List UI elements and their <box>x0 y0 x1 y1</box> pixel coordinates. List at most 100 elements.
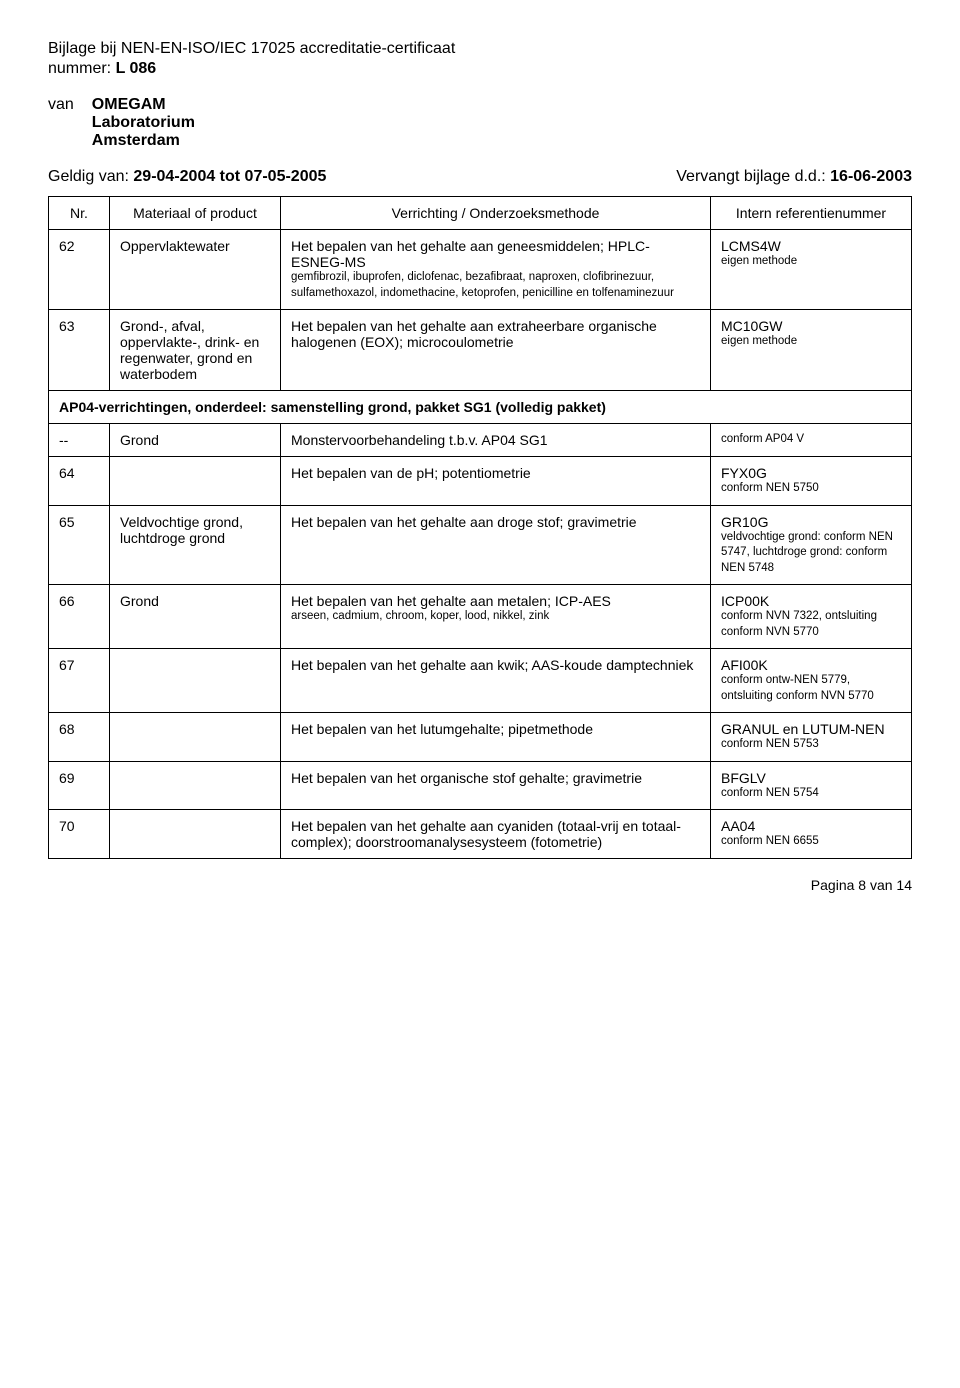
cell-material <box>110 457 281 506</box>
method-main: Het bepalen van het organische stof geha… <box>291 770 700 786</box>
cell-method: Het bepalen van het gehalte aan droge st… <box>281 505 711 585</box>
cell-nr: 63 <box>49 310 110 391</box>
table-row: 62 Oppervlaktewater Het bepalen van het … <box>49 230 912 310</box>
cell-ref: conform AP04 V <box>711 424 912 457</box>
table-row: 67 Het bepalen van het gehalte aan kwik;… <box>49 649 912 713</box>
org-block: van OMEGAM Laboratorium Amsterdam <box>48 96 912 150</box>
number-value: L 086 <box>116 60 157 77</box>
ref-small: eigen methode <box>721 334 901 350</box>
cell-method: Het bepalen van het lutumgehalte; pipetm… <box>281 713 711 762</box>
org-line2: Laboratorium <box>92 114 195 132</box>
cell-method: Het bepalen van het gehalte aan metalen;… <box>281 585 711 649</box>
table-head-row: Nr. Materiaal of product Verrichting / O… <box>49 197 912 230</box>
table-row: 65 Veldvochtige grond, luchtdroge grond … <box>49 505 912 585</box>
cell-method: Het bepalen van het organische stof geha… <box>281 761 711 810</box>
cell-ref: ICP00K conform NVN 7322, ontsluiting con… <box>711 585 912 649</box>
cell-ref: BFGLV conform NEN 5754 <box>711 761 912 810</box>
org-name: OMEGAM <box>92 96 195 114</box>
ref-small: conform AP04 V <box>721 432 901 448</box>
ref-small: conform NEN 5750 <box>721 481 901 497</box>
th-nr: Nr. <box>49 197 110 230</box>
header-title: Bijlage bij NEN-EN-ISO/IEC 17025 accredi… <box>48 40 912 58</box>
ref-main: LCMS4W <box>721 238 901 254</box>
ref-main: MC10GW <box>721 318 901 334</box>
cell-nr: 66 <box>49 585 110 649</box>
cell-ref: LCMS4W eigen methode <box>711 230 912 310</box>
cell-nr: 70 <box>49 810 110 859</box>
main-table: Nr. Materiaal of product Verrichting / O… <box>48 196 912 859</box>
supersedes-value: 16-06-2003 <box>830 168 912 185</box>
ref-small: conform NEN 5754 <box>721 786 901 802</box>
ref-main: GRANUL en LUTUM-NEN <box>721 721 901 737</box>
ref-main: GR10G <box>721 514 901 530</box>
validity-left: Geldig van: 29-04-2004 tot 07-05-2005 <box>48 168 326 186</box>
cell-method: Monstervoorbehandeling t.b.v. AP04 SG1 <box>281 424 711 457</box>
th-method: Verrichting / Onderzoeksmethode <box>281 197 711 230</box>
th-material: Materiaal of product <box>110 197 281 230</box>
method-main: Het bepalen van het gehalte aan geneesmi… <box>291 238 700 270</box>
cell-material <box>110 761 281 810</box>
method-small: gemfibrozil, ibuprofen, diclofenac, beza… <box>291 270 700 301</box>
cell-method: Het bepalen van het gehalte aan kwik; AA… <box>281 649 711 713</box>
cell-nr: 67 <box>49 649 110 713</box>
cell-material <box>110 649 281 713</box>
cell-nr: 68 <box>49 713 110 762</box>
cell-method: Het bepalen van de pH; potentiometrie <box>281 457 711 506</box>
cell-material: Grond-, afval, oppervlakte-, drink- en r… <box>110 310 281 391</box>
method-main: Het bepalen van het gehalte aan cyaniden… <box>291 818 700 850</box>
table-row: 63 Grond-, afval, oppervlakte-, drink- e… <box>49 310 912 391</box>
cell-material: Grond <box>110 585 281 649</box>
ref-main: FYX0G <box>721 465 901 481</box>
cell-material: Veldvochtige grond, luchtdroge grond <box>110 505 281 585</box>
method-main: Het bepalen van het lutumgehalte; pipetm… <box>291 721 700 737</box>
cell-nr: 64 <box>49 457 110 506</box>
org-lines: OMEGAM Laboratorium Amsterdam <box>92 96 195 150</box>
ref-small: conform NEN 6655 <box>721 834 901 850</box>
method-small: arseen, cadmium, chroom, koper, lood, ni… <box>291 609 700 625</box>
section-row: AP04-verrichtingen, onderdeel: samenstel… <box>49 391 912 424</box>
cell-nr: -- <box>49 424 110 457</box>
table-row: 68 Het bepalen van het lutumgehalte; pip… <box>49 713 912 762</box>
ref-small: conform NEN 5753 <box>721 737 901 753</box>
cell-ref: AFI00K conform ontw-NEN 5779, ontsluitin… <box>711 649 912 713</box>
cell-nr: 62 <box>49 230 110 310</box>
org-line3: Amsterdam <box>92 132 195 150</box>
method-main: Het bepalen van het gehalte aan metalen;… <box>291 593 700 609</box>
ref-small: conform ontw-NEN 5779, ontsluiting confo… <box>721 673 901 704</box>
page-number: Pagina 8 van 14 <box>48 877 912 893</box>
validity-row: Geldig van: 29-04-2004 tot 07-05-2005 Ve… <box>48 168 912 186</box>
method-main: Monstervoorbehandeling t.b.v. AP04 SG1 <box>291 432 700 448</box>
table-row: 66 Grond Het bepalen van het gehalte aan… <box>49 585 912 649</box>
cell-ref: FYX0G conform NEN 5750 <box>711 457 912 506</box>
table-row: 70 Het bepalen van het gehalte aan cyani… <box>49 810 912 859</box>
cell-ref: GR10G veldvochtige grond: conform NEN 57… <box>711 505 912 585</box>
ref-main: BFGLV <box>721 770 901 786</box>
ref-main: ICP00K <box>721 593 901 609</box>
validity-right: Vervangt bijlage d.d.: 16-06-2003 <box>676 168 912 186</box>
cell-nr: 69 <box>49 761 110 810</box>
table-row: 64 Het bepalen van de pH; potentiometrie… <box>49 457 912 506</box>
table-row: 69 Het bepalen van het organische stof g… <box>49 761 912 810</box>
cell-method: Het bepalen van het gehalte aan geneesmi… <box>281 230 711 310</box>
header-number-line: nummer: L 086 <box>48 60 912 78</box>
th-ref: Intern referentienummer <box>711 197 912 230</box>
ref-small: veldvochtige grond: conform NEN 5747, lu… <box>721 530 901 577</box>
method-main: Het bepalen van het gehalte aan kwik; AA… <box>291 657 700 673</box>
ref-small: conform NVN 7322, ontsluiting conform NV… <box>721 609 901 640</box>
cell-material: Grond <box>110 424 281 457</box>
van-label: van <box>48 96 74 114</box>
cell-ref: AA04 conform NEN 6655 <box>711 810 912 859</box>
valid-label: Geldig van: <box>48 168 133 185</box>
ref-main: AFI00K <box>721 657 901 673</box>
method-main: Het bepalen van het gehalte aan extrahee… <box>291 318 700 350</box>
cell-material <box>110 713 281 762</box>
cell-method: Het bepalen van het gehalte aan cyaniden… <box>281 810 711 859</box>
cell-ref: GRANUL en LUTUM-NEN conform NEN 5753 <box>711 713 912 762</box>
cell-nr: 65 <box>49 505 110 585</box>
cell-material <box>110 810 281 859</box>
cell-ref: MC10GW eigen methode <box>711 310 912 391</box>
method-main: Het bepalen van de pH; potentiometrie <box>291 465 700 481</box>
valid-value: 29-04-2004 tot 07-05-2005 <box>133 168 326 185</box>
method-main: Het bepalen van het gehalte aan droge st… <box>291 514 700 530</box>
section-text: AP04-verrichtingen, onderdeel: samenstel… <box>49 391 912 424</box>
